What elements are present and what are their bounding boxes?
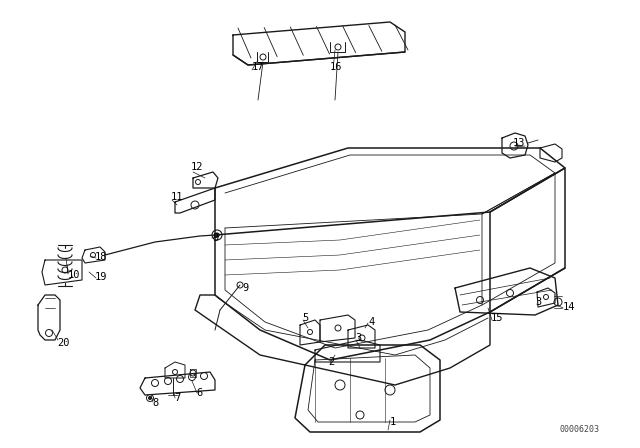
Text: 15: 15 [491,313,504,323]
Text: 17: 17 [252,62,264,72]
Text: 20: 20 [57,338,70,348]
Text: 3: 3 [355,333,361,343]
Text: 00006203: 00006203 [560,426,600,435]
Text: 11: 11 [171,192,184,202]
Text: 18: 18 [95,252,108,262]
Text: 3: 3 [535,297,541,307]
Text: 8: 8 [152,398,158,408]
Text: 12: 12 [191,162,204,172]
Text: 9: 9 [212,233,218,243]
Text: 14: 14 [563,302,575,312]
Text: 4: 4 [368,317,374,327]
Text: 13: 13 [513,138,525,148]
Text: 9: 9 [242,283,248,293]
Text: 7: 7 [174,393,180,403]
Text: 10: 10 [68,270,81,280]
Text: 5: 5 [302,313,308,323]
Circle shape [215,233,219,237]
Text: 6: 6 [196,388,202,398]
Circle shape [148,396,152,400]
Text: 19: 19 [95,272,108,282]
Text: 16: 16 [330,62,342,72]
Text: 1: 1 [390,417,396,427]
Text: 2: 2 [328,357,334,367]
